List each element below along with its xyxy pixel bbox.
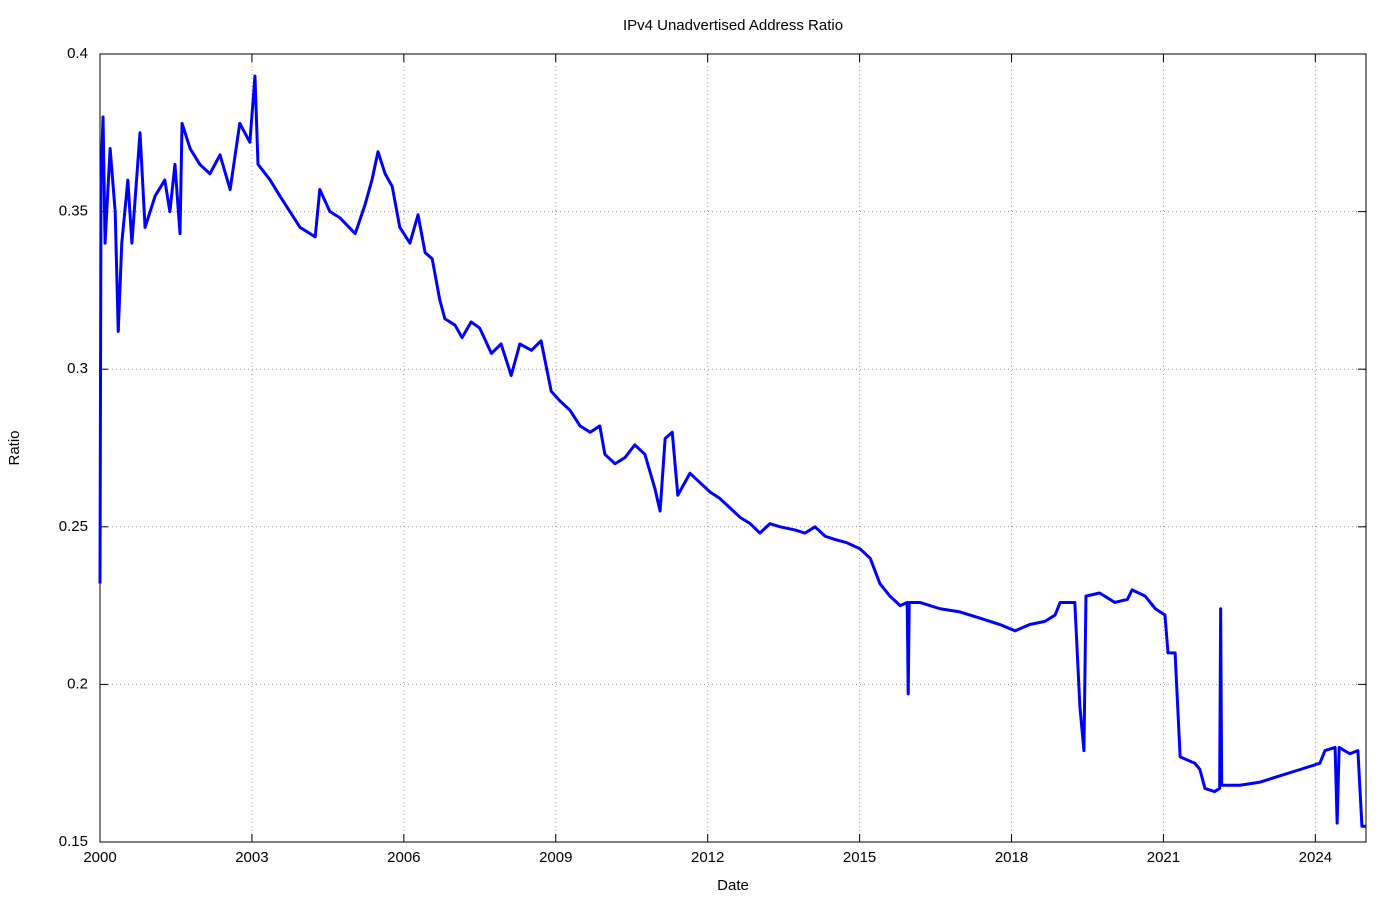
y-tick-label: 0.25 [59,518,88,535]
x-tick-label: 2024 [1299,849,1332,866]
y-tick-label: 0.3 [67,360,88,377]
x-tick-label: 2006 [387,849,420,866]
x-tick-label: 2012 [691,849,724,866]
y-tick-label: 0.4 [67,45,88,62]
y-tick-label: 0.2 [67,675,88,692]
y-tick-label: 0.35 [59,203,88,220]
x-tick-label: 2000 [83,849,116,866]
y-tick-label: 0.15 [59,833,88,850]
y-axis-label: Ratio [6,430,23,465]
x-tick-label: 2009 [539,849,572,866]
chart-title: IPv4 Unadvertised Address Ratio [623,17,843,34]
x-tick-label: 2018 [995,849,1028,866]
x-tick-label: 2021 [1147,849,1180,866]
x-tick-label: 2003 [235,849,268,866]
x-tick-label: 2015 [843,849,876,866]
data-line [98,74,1366,828]
x-axis-label: Date [717,877,749,894]
